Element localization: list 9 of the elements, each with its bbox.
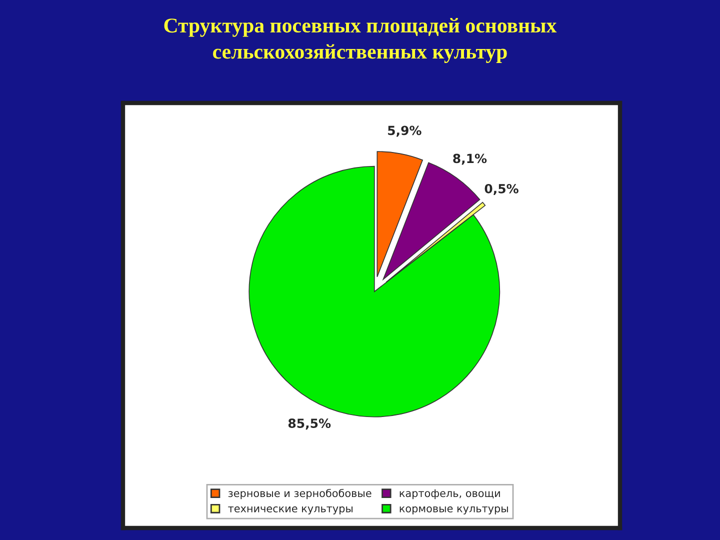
data-label: 5,9% <box>388 126 422 137</box>
data-label: 0,5% <box>484 184 518 195</box>
legend-label: кормовые культуры <box>400 506 508 514</box>
legend-label: зерновые и зернобобовые <box>228 488 372 500</box>
legend-label: картофель, овощи <box>400 489 500 500</box>
data-label: 85,5% <box>288 418 331 430</box>
legend-label: технические культуры <box>228 506 353 514</box>
data-label: 8,1% <box>453 154 487 165</box>
chart-title: Структура посевных площадей основных сельскохозяйственных культур <box>164 18 557 64</box>
